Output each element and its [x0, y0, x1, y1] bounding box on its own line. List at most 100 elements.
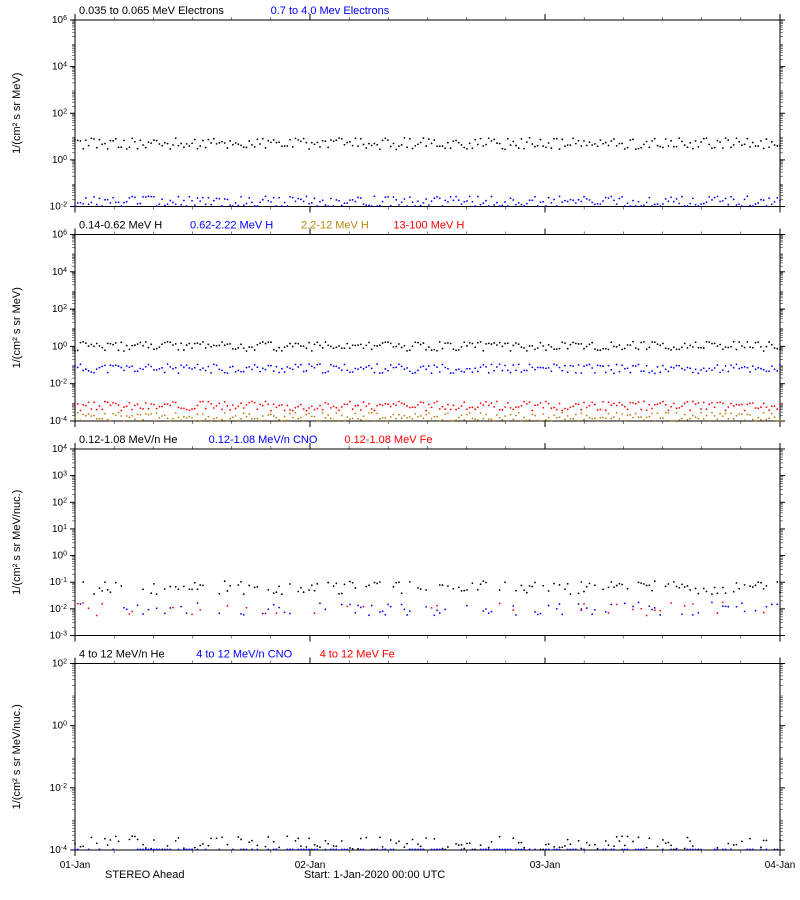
data-point	[183, 416, 185, 418]
data-point	[425, 349, 427, 351]
data-point	[779, 200, 781, 202]
data-point	[496, 142, 498, 144]
data-point	[760, 140, 762, 142]
data-point	[218, 345, 220, 347]
data-point	[678, 137, 680, 139]
data-point	[235, 415, 237, 417]
data-point	[534, 349, 536, 351]
data-point	[148, 848, 150, 850]
data-point	[529, 585, 531, 587]
data-point	[403, 345, 405, 347]
data-point	[662, 343, 664, 345]
data-point	[692, 415, 694, 417]
data-point	[567, 201, 569, 203]
data-point	[327, 344, 329, 346]
data-point	[624, 848, 626, 850]
data-point	[120, 585, 122, 587]
data-point	[480, 402, 482, 404]
data-point	[648, 372, 650, 374]
data-point	[755, 407, 757, 409]
data-point	[472, 848, 474, 850]
data-point	[322, 140, 324, 142]
data-point	[436, 848, 438, 850]
data-point	[670, 844, 672, 846]
data-point	[129, 146, 131, 148]
data-point	[169, 586, 171, 588]
data-point	[771, 603, 773, 605]
data-point	[178, 145, 180, 147]
data-point	[232, 848, 234, 850]
data-point	[496, 401, 498, 403]
data-point	[188, 367, 190, 369]
data-point	[142, 408, 144, 410]
data-point	[559, 416, 561, 418]
data-point	[142, 848, 144, 850]
data-point	[570, 365, 572, 367]
data-point	[741, 602, 743, 604]
data-point	[158, 406, 160, 408]
data-point	[305, 414, 307, 416]
data-point	[512, 605, 514, 607]
data-point	[311, 202, 313, 204]
data-point	[727, 347, 729, 349]
data-point	[229, 418, 231, 420]
data-point	[425, 368, 427, 370]
data-point	[96, 418, 98, 420]
data-point	[768, 146, 770, 148]
data-point	[444, 342, 446, 344]
data-point	[687, 347, 689, 349]
data-point	[765, 839, 767, 841]
data-point	[556, 348, 558, 350]
data-point	[529, 848, 531, 850]
data-point	[156, 348, 158, 350]
data-point	[662, 401, 664, 403]
data-point	[635, 365, 637, 367]
data-point	[608, 349, 610, 351]
data-point	[126, 148, 128, 150]
data-point	[395, 418, 397, 420]
data-point	[153, 369, 155, 371]
data-point	[613, 845, 615, 847]
data-point	[403, 608, 405, 610]
data-point	[719, 371, 721, 373]
data-point	[376, 405, 378, 407]
data-point	[447, 585, 449, 587]
data-point	[472, 371, 474, 373]
data-point	[695, 588, 697, 590]
data-point	[442, 348, 444, 350]
data-point	[425, 837, 427, 839]
data-point	[545, 146, 547, 148]
data-point	[197, 148, 199, 150]
data-point	[134, 419, 136, 421]
data-point	[553, 846, 555, 848]
data-point	[491, 364, 493, 366]
data-point	[129, 366, 131, 368]
data-point	[461, 414, 463, 416]
data-point	[703, 588, 705, 590]
data-point	[243, 848, 245, 850]
data-point	[229, 585, 231, 587]
data-point	[496, 366, 498, 368]
data-point	[439, 420, 441, 422]
data-point	[610, 581, 612, 583]
data-point	[319, 846, 321, 848]
data-point	[183, 407, 185, 409]
data-point	[651, 408, 653, 410]
data-point	[654, 580, 656, 582]
data-point	[188, 416, 190, 418]
data-point	[191, 200, 193, 202]
data-point	[776, 348, 778, 350]
data-point	[722, 587, 724, 589]
data-point	[109, 140, 111, 142]
data-point	[308, 148, 310, 150]
data-point	[409, 416, 411, 418]
data-point	[556, 205, 558, 207]
data-point	[646, 416, 648, 418]
data-point	[436, 416, 438, 418]
data-point	[164, 414, 166, 416]
data-point	[665, 138, 667, 140]
data-point	[289, 583, 291, 585]
data-point	[297, 591, 299, 593]
data-point	[578, 199, 580, 201]
data-point	[365, 837, 367, 839]
